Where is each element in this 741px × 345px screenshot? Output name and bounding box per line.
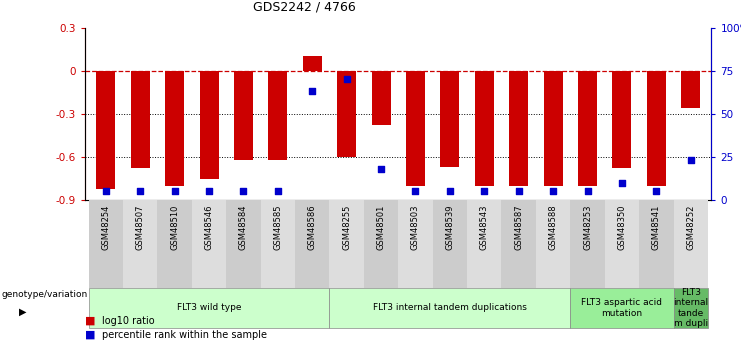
Text: GSM48586: GSM48586 [308, 205, 317, 250]
Text: GSM48584: GSM48584 [239, 205, 248, 250]
Point [306, 89, 318, 94]
Bar [268, 71, 288, 160]
Text: ■: ■ [85, 316, 96, 326]
Text: GSM48255: GSM48255 [342, 205, 351, 250]
Text: GSM48546: GSM48546 [205, 205, 213, 250]
Text: GSM48503: GSM48503 [411, 205, 420, 250]
Bar [303, 56, 322, 71]
Bar [165, 71, 184, 186]
Bar [613, 71, 631, 168]
Bar [681, 71, 700, 108]
Text: genotype/variation: genotype/variation [1, 289, 87, 299]
Point [272, 189, 284, 194]
Text: GSM48587: GSM48587 [514, 205, 523, 250]
Bar [372, 71, 391, 125]
Text: GSM48539: GSM48539 [445, 205, 454, 250]
Text: GSM48252: GSM48252 [686, 205, 695, 250]
Text: FLT3 internal tandem duplications: FLT3 internal tandem duplications [373, 303, 527, 313]
Text: log10 ratio: log10 ratio [102, 316, 155, 326]
Bar [509, 71, 528, 186]
Text: GSM48585: GSM48585 [273, 205, 282, 250]
Point [547, 189, 559, 194]
Point [513, 189, 525, 194]
Bar [406, 71, 425, 186]
Bar [199, 71, 219, 179]
Point [651, 189, 662, 194]
Point [100, 189, 112, 194]
Text: FLT3 wild type: FLT3 wild type [177, 303, 242, 313]
Point [479, 189, 491, 194]
Point [685, 158, 697, 163]
Text: ■: ■ [85, 330, 96, 339]
Text: GDS2242 / 4766: GDS2242 / 4766 [253, 1, 356, 14]
Text: FLT3 aspartic acid
mutation: FLT3 aspartic acid mutation [582, 298, 662, 318]
Point [238, 189, 250, 194]
Bar [234, 71, 253, 160]
Text: FLT3
internal
tande
m dupli: FLT3 internal tande m dupli [673, 288, 708, 328]
Point [582, 189, 594, 194]
Bar [96, 71, 116, 189]
Text: GSM48510: GSM48510 [170, 205, 179, 250]
Bar [131, 71, 150, 168]
Point [203, 189, 215, 194]
Bar [647, 71, 665, 186]
Text: GSM48254: GSM48254 [102, 205, 110, 250]
Point [410, 189, 422, 194]
Bar [544, 71, 562, 186]
Text: percentile rank within the sample: percentile rank within the sample [102, 330, 268, 339]
Point [169, 189, 181, 194]
Text: GSM48541: GSM48541 [652, 205, 661, 250]
Bar [578, 71, 597, 186]
Text: GSM48588: GSM48588 [548, 205, 558, 250]
Point [444, 189, 456, 194]
Point [341, 77, 353, 82]
Text: GSM48253: GSM48253 [583, 205, 592, 250]
Text: ▶: ▶ [19, 306, 26, 316]
Text: GSM48350: GSM48350 [617, 205, 626, 250]
Point [616, 180, 628, 186]
Point [375, 166, 387, 172]
Text: GSM48543: GSM48543 [479, 205, 489, 250]
Bar [440, 71, 459, 167]
Text: GSM48507: GSM48507 [136, 205, 144, 250]
Bar [475, 71, 494, 186]
Point [134, 189, 146, 194]
Text: GSM48501: GSM48501 [376, 205, 385, 250]
Bar [337, 71, 356, 157]
